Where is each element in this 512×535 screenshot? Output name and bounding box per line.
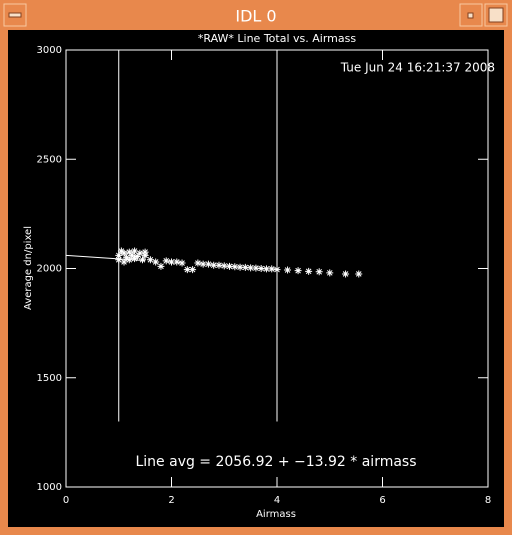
- data-point: [268, 265, 276, 273]
- data-point: [120, 249, 128, 257]
- data-point: [173, 258, 181, 266]
- data-point: [157, 262, 165, 270]
- data-point: [115, 251, 123, 259]
- annotation: Line avg = 2056.92 + −13.92 * airmass: [135, 454, 416, 470]
- data-point: [178, 259, 186, 267]
- x-axis-label: Airmass: [256, 509, 296, 520]
- data-point: [125, 256, 133, 264]
- data-point: [204, 260, 212, 268]
- data-point: [226, 262, 234, 270]
- window-title: IDL 0: [235, 7, 276, 26]
- data-point: [168, 258, 175, 266]
- x-tick-label: 4: [274, 495, 280, 506]
- data-point: [355, 270, 363, 278]
- data-point: [131, 247, 139, 255]
- data-point: [125, 248, 133, 256]
- data-point: [247, 264, 255, 272]
- chart-title: *RAW* Line Total vs. Airmass: [198, 32, 356, 45]
- timestamp: Tue Jun 24 16:21:37 2008: [340, 61, 495, 75]
- data-point: [162, 257, 170, 265]
- menu-icon: [8, 12, 22, 18]
- data-point: [215, 261, 223, 269]
- data-point: [273, 266, 281, 274]
- data-point: [315, 268, 323, 276]
- data-point: [138, 256, 146, 264]
- data-point: [152, 258, 160, 266]
- data-point: [262, 265, 270, 273]
- data-point: [128, 251, 136, 259]
- y-tick-label: 3000: [37, 45, 62, 56]
- data-point: [199, 260, 207, 268]
- data-point: [183, 266, 191, 274]
- data-point: [194, 259, 202, 267]
- data-point: [120, 258, 128, 266]
- data-point: [115, 256, 123, 264]
- data-point: [231, 263, 239, 271]
- data-point: [257, 265, 265, 272]
- data-point: [342, 270, 350, 278]
- plot-window: [8, 30, 504, 527]
- data-point: [236, 263, 244, 271]
- data-point: [210, 261, 218, 269]
- y-tick-label: 1000: [37, 482, 62, 493]
- x-tick-label: 6: [379, 495, 385, 506]
- data-point: [146, 256, 154, 264]
- data-point: [252, 264, 260, 272]
- data-point: [241, 263, 249, 271]
- data-point: [305, 267, 313, 275]
- data-point: [284, 266, 292, 274]
- data-point: [326, 269, 334, 277]
- data-point: [136, 249, 144, 257]
- y-tick-label: 1500: [37, 373, 62, 384]
- data-point: [294, 267, 302, 275]
- y-axis-label: Average dn/pixel: [23, 226, 34, 310]
- maximize-icon: [488, 7, 504, 23]
- minimize-icon: [467, 12, 474, 19]
- data-point: [133, 252, 141, 260]
- y-tick-label: 2500: [37, 154, 62, 165]
- y-tick-label: 2000: [37, 264, 62, 275]
- x-tick-label: 8: [485, 495, 491, 506]
- data-point: [189, 266, 197, 274]
- data-point: [141, 248, 149, 256]
- x-tick-label: 2: [168, 495, 174, 506]
- data-point: [220, 262, 228, 270]
- x-tick-label: 0: [63, 495, 69, 506]
